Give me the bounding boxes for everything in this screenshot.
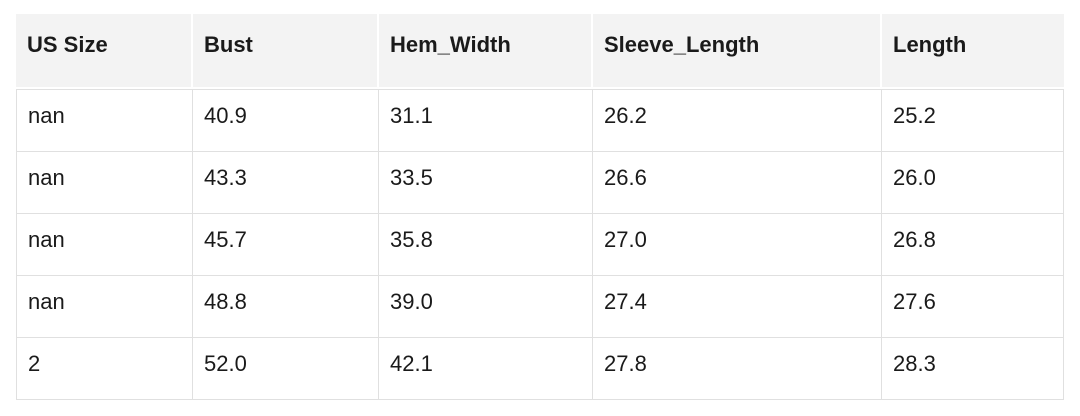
cell-length: 26.0 (882, 152, 1064, 214)
cell-hem-width: 42.1 (379, 338, 593, 400)
cell-bust: 45.7 (193, 214, 379, 276)
cell-hem-width: 39.0 (379, 276, 593, 338)
cell-sleeve-length: 27.4 (593, 276, 882, 338)
cell-us-size: 2 (16, 338, 193, 400)
size-chart-table: US Size Bust Hem_Width Sleeve_Length Len… (16, 14, 1064, 400)
cell-hem-width: 31.1 (379, 89, 593, 152)
cell-us-size: nan (16, 152, 193, 214)
cell-us-size: nan (16, 276, 193, 338)
column-header-bust: Bust (193, 14, 379, 89)
cell-us-size: nan (16, 214, 193, 276)
cell-length: 26.8 (882, 214, 1064, 276)
table-row: nan 48.8 39.0 27.4 27.6 (16, 276, 1064, 338)
header-row: US Size Bust Hem_Width Sleeve_Length Len… (16, 14, 1064, 89)
cell-us-size: nan (16, 89, 193, 152)
cell-bust: 48.8 (193, 276, 379, 338)
cell-hem-width: 35.8 (379, 214, 593, 276)
cell-sleeve-length: 27.8 (593, 338, 882, 400)
cell-bust: 43.3 (193, 152, 379, 214)
column-header-us-size: US Size (16, 14, 193, 89)
column-header-hem-width: Hem_Width (379, 14, 593, 89)
cell-length: 28.3 (882, 338, 1064, 400)
cell-sleeve-length: 26.6 (593, 152, 882, 214)
cell-length: 25.2 (882, 89, 1064, 152)
cell-bust: 40.9 (193, 89, 379, 152)
column-header-length: Length (882, 14, 1064, 89)
table-row: nan 43.3 33.5 26.6 26.0 (16, 152, 1064, 214)
cell-hem-width: 33.5 (379, 152, 593, 214)
cell-bust: 52.0 (193, 338, 379, 400)
cell-sleeve-length: 26.2 (593, 89, 882, 152)
cell-length: 27.6 (882, 276, 1064, 338)
cell-sleeve-length: 27.0 (593, 214, 882, 276)
table-row: 2 52.0 42.1 27.8 28.3 (16, 338, 1064, 400)
table-row: nan 45.7 35.8 27.0 26.8 (16, 214, 1064, 276)
column-header-sleeve-length: Sleeve_Length (593, 14, 882, 89)
table-row: nan 40.9 31.1 26.2 25.2 (16, 89, 1064, 152)
